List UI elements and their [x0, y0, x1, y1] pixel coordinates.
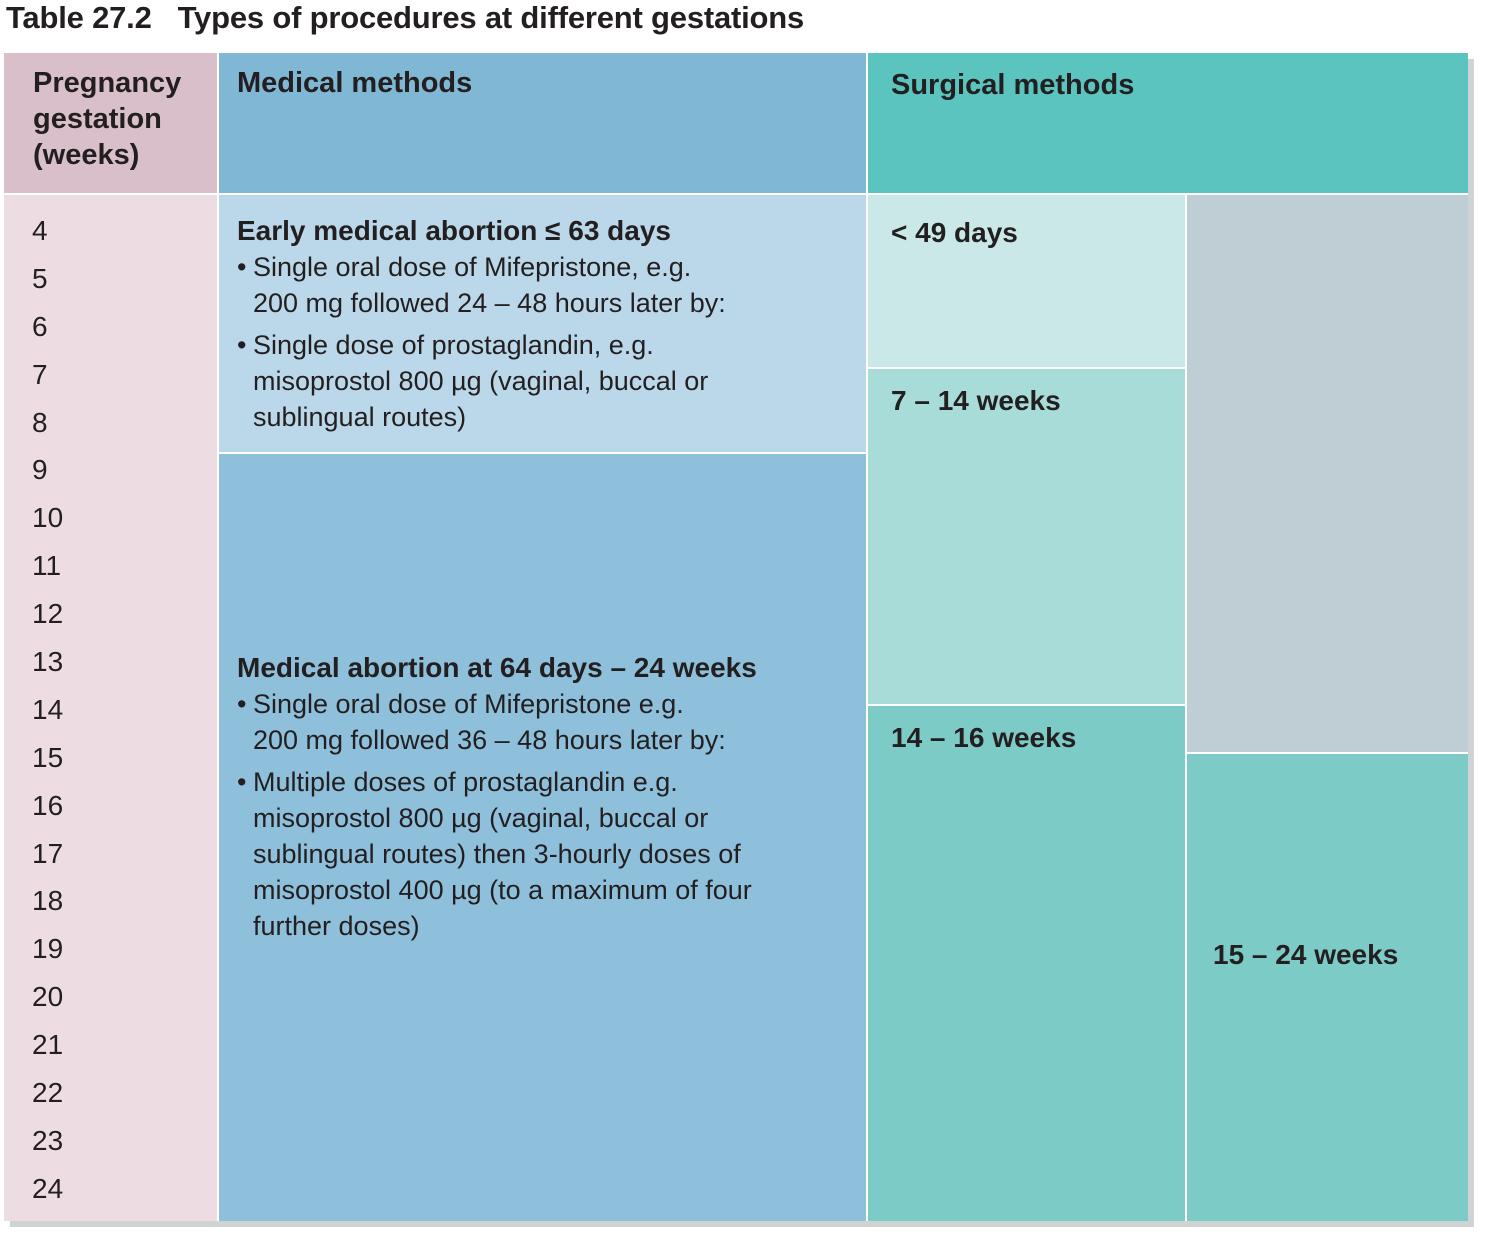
bullet-line: sublingual routes) then 3-hourly doses o… — [253, 839, 741, 869]
gestation-header: Pregnancy gestation (weeks) — [4, 53, 217, 193]
late-medical-abortion-cell: Medical abortion at 64 days – 24 weeks S… — [219, 454, 866, 1221]
bullet-line: misoprostol 800 µg (vaginal, buccal or — [253, 803, 709, 833]
late-medical-heading: Medical abortion at 64 days – 24 weeks — [237, 652, 757, 683]
surgical-under-49-days-cell: < 49 days — [868, 195, 1185, 367]
week-label: 21 — [32, 1029, 64, 1061]
surgical-15-24-weeks-cell: 15 – 24 weeks — [1187, 754, 1468, 1221]
table-title: Types of procedures at different gestati… — [177, 0, 805, 35]
week-label: 17 — [32, 837, 64, 869]
gestation-header-line: Pregnancy — [33, 67, 182, 99]
week-label: 10 — [32, 502, 64, 534]
surgical-14-16-weeks-label: 14 – 16 weeks — [891, 722, 1077, 753]
medical-methods-header: Medical methods — [219, 53, 866, 193]
late-bullet-prostaglandin: Multiple doses of prostaglandin e.g. mis… — [237, 764, 866, 944]
week-label: 23 — [32, 1124, 64, 1156]
week-label: 5 — [32, 262, 48, 294]
early-bullet-mifepristone: Single oral dose of Mifepristone, e.g. 2… — [237, 249, 866, 321]
bullet-line: sublingual routes) — [253, 402, 467, 432]
week-label: 20 — [32, 981, 64, 1013]
bullet-line: further doses) — [253, 911, 420, 941]
late-bullet-mifepristone: Single oral dose of Mifepristone e.g. 20… — [237, 686, 866, 758]
gestation-header-line: gestation — [33, 103, 162, 135]
early-medical-abortion-cell: Early medical abortion ≤ 63 days Single … — [219, 195, 866, 452]
surgical-14-16-weeks-cell: 14 – 16 weeks — [868, 706, 1185, 1221]
gestation-header-line: (weeks) — [33, 139, 140, 171]
bullet-line: Single oral dose of Mifepristone, e.g. — [253, 252, 692, 282]
weeks-list: 4 5 6 7 8 9 10 11 12 13 14 15 16 17 18 1… — [32, 207, 217, 1213]
bullet-line: 200 mg followed 36 – 48 hours later by: — [253, 725, 726, 755]
bullet-line: 200 mg followed 24 – 48 hours later by: — [253, 288, 726, 318]
early-bullet-prostaglandin: Single dose of prostaglandin, e.g. misop… — [237, 327, 866, 435]
week-label: 11 — [32, 550, 62, 582]
surgical-methods-label: Surgical methods — [891, 69, 1135, 101]
surgical-methods-header: Surgical methods — [868, 53, 1468, 193]
surgical-under-49-days-label: < 49 days — [891, 217, 1018, 248]
gestation-weeks-column: 4 5 6 7 8 9 10 11 12 13 14 15 16 17 18 1… — [4, 195, 217, 1221]
bullet-line: misoprostol 800 µg (vaginal, buccal or — [253, 366, 709, 396]
table-number: Table 27.2 — [6, 0, 152, 35]
week-label: 16 — [32, 789, 64, 821]
procedures-table: Pregnancy gestation (weeks) Medical meth… — [4, 53, 1468, 1221]
week-label: 14 — [32, 693, 64, 725]
early-medical-heading: Early medical abortion ≤ 63 days — [237, 215, 671, 246]
week-label: 19 — [32, 933, 64, 965]
week-label: 8 — [32, 406, 48, 438]
week-label: 24 — [32, 1172, 64, 1204]
bullet-line: Single oral dose of Mifepristone e.g. — [253, 689, 684, 719]
week-label: 18 — [32, 885, 64, 917]
week-label: 12 — [32, 598, 64, 630]
surgical-empty-cell — [1187, 195, 1468, 752]
week-label: 9 — [32, 454, 48, 486]
bullet-line: Single dose of prostaglandin, e.g. — [253, 330, 654, 360]
week-label: 13 — [32, 646, 64, 678]
bullet-line: misoprostol 400 µg (to a maximum of four — [253, 875, 752, 905]
medical-methods-label: Medical methods — [237, 67, 473, 99]
week-label: 6 — [32, 310, 48, 342]
surgical-15-24-weeks-label: 15 – 24 weeks — [1213, 939, 1399, 970]
table-caption: Table 27.2 Types of procedures at differe… — [6, 0, 804, 36]
week-label: 7 — [32, 358, 48, 390]
surgical-7-14-weeks-cell: 7 – 14 weeks — [868, 369, 1185, 704]
surgical-7-14-weeks-label: 7 – 14 weeks — [891, 385, 1061, 416]
week-label: 4 — [32, 215, 48, 246]
week-label: 15 — [32, 741, 64, 773]
week-label: 22 — [32, 1077, 64, 1109]
bullet-line: Multiple doses of prostaglandin e.g. — [253, 767, 678, 797]
